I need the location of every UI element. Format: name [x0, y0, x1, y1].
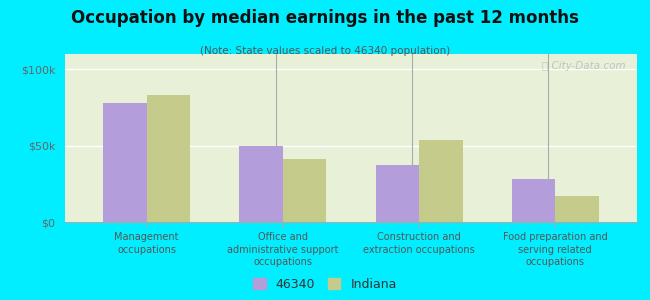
Bar: [555, 196, 599, 222]
Bar: [512, 179, 555, 222]
Bar: [376, 166, 419, 222]
Text: (Note: State values scaled to 46340 population): (Note: State values scaled to 46340 popu…: [200, 46, 450, 56]
Bar: [103, 103, 147, 222]
Bar: [147, 95, 190, 222]
Text: Occupation by median earnings in the past 12 months: Occupation by median earnings in the pas…: [71, 9, 579, 27]
Bar: [283, 159, 326, 222]
Text: ⓘ City-Data.com: ⓘ City-Data.com: [542, 61, 625, 71]
Legend: 46340, Indiana: 46340, Indiana: [254, 278, 396, 291]
Bar: [419, 140, 463, 222]
Bar: [239, 146, 283, 222]
